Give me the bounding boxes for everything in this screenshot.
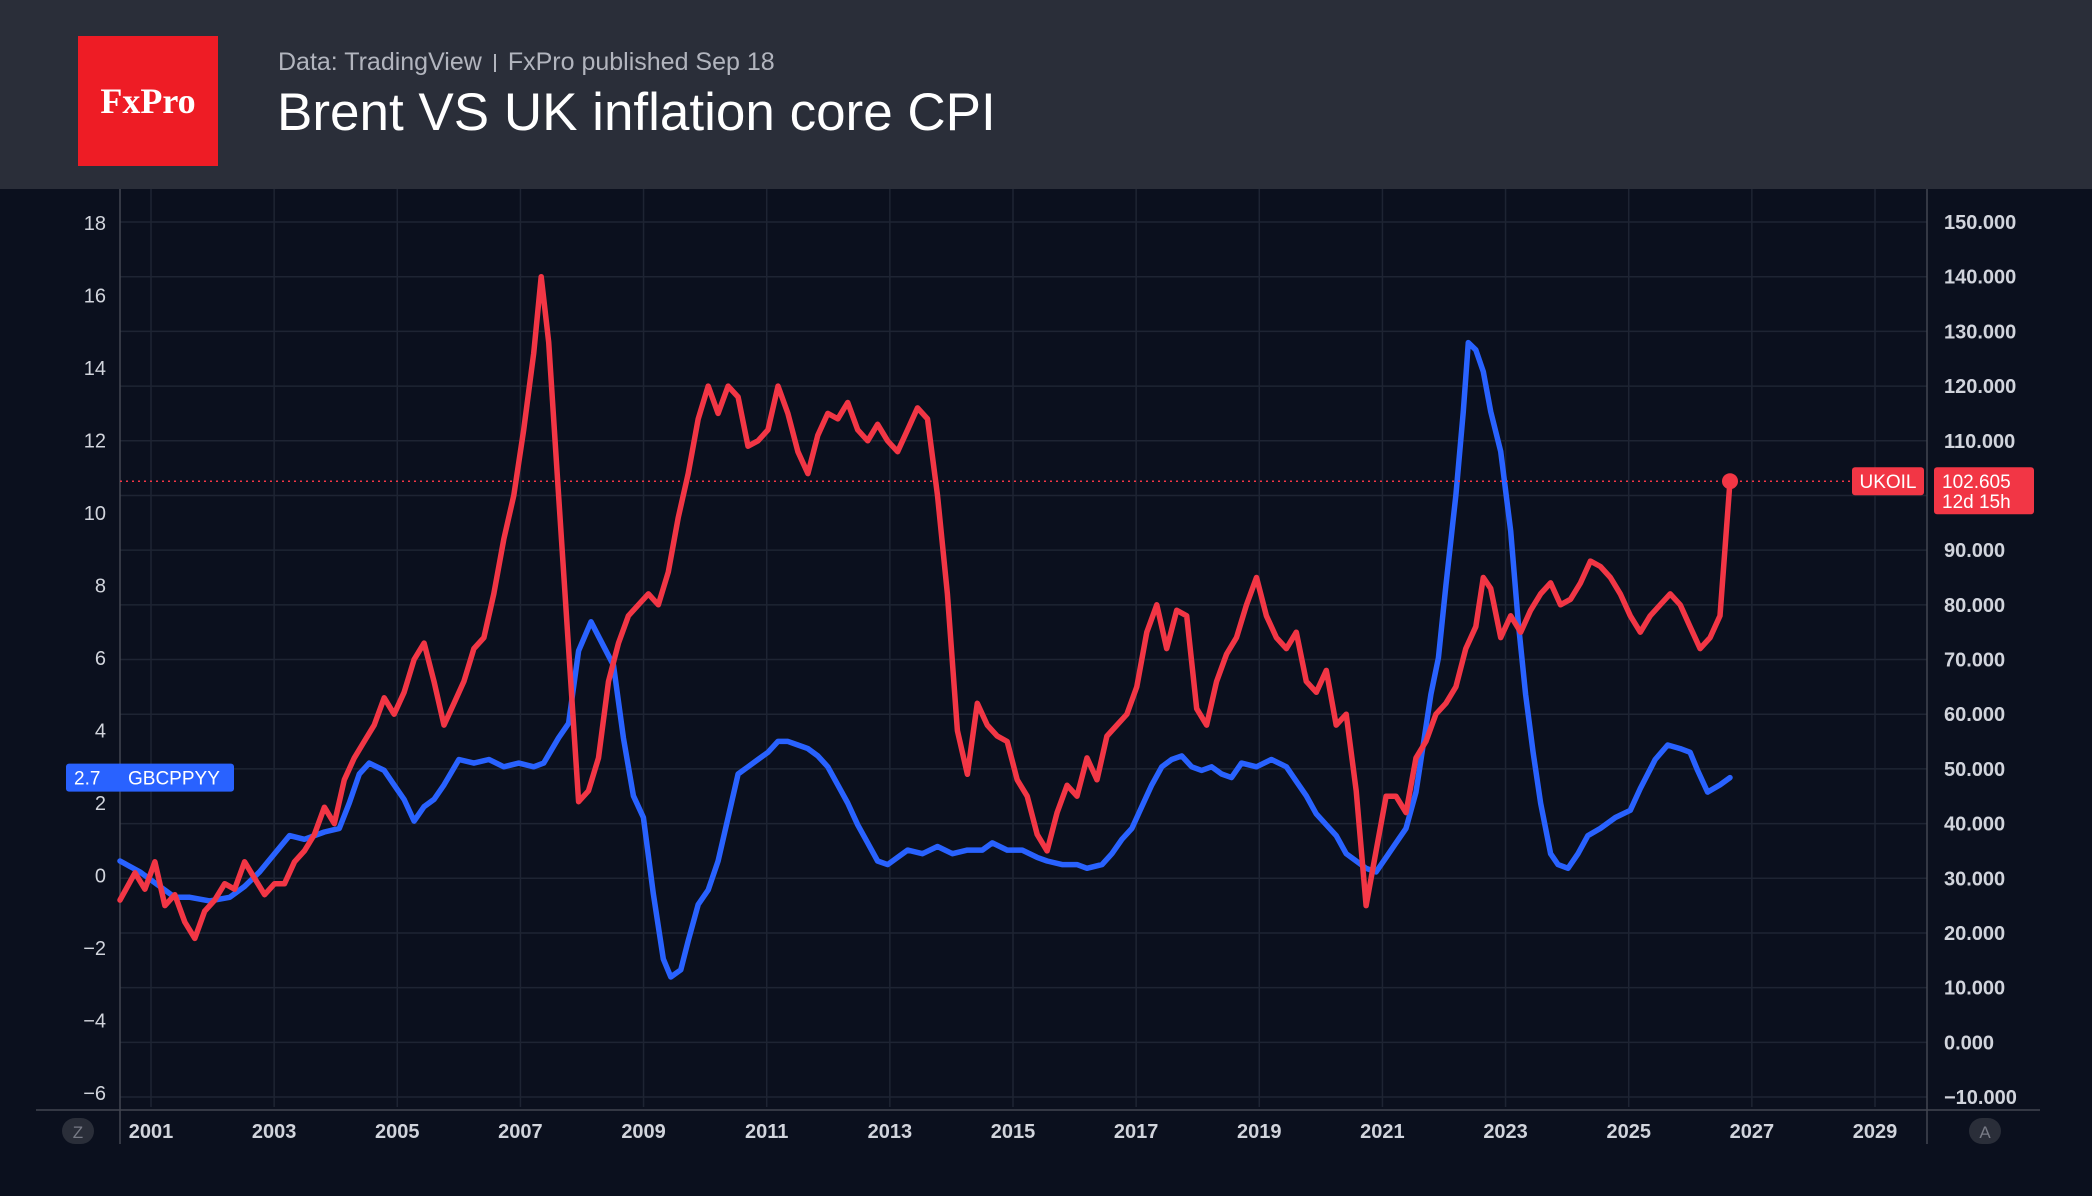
right-tick-label: 70.000 <box>1944 650 2005 672</box>
gbcppyy-name-label: GBCPPYY <box>128 769 220 790</box>
right-tick-label: 150.000 <box>1944 212 2016 234</box>
left-tick-label: −6 <box>83 1083 106 1105</box>
chart-title: Brent VS UK inflation core CPI <box>277 83 996 142</box>
x-tick-label: 2019 <box>1237 1121 1282 1143</box>
z-button-label: Z <box>73 1123 83 1142</box>
x-tick-label: 2009 <box>621 1121 666 1143</box>
left-tick-label: 12 <box>84 431 106 453</box>
ukoil-line <box>117 273 1733 942</box>
left-tick-label: 0 <box>95 866 106 888</box>
separator <box>493 53 496 72</box>
left-tick-label: 8 <box>95 576 106 598</box>
right-tick-label: 120.000 <box>1944 376 2016 398</box>
right-tick-label: 30.000 <box>1944 868 2005 890</box>
fxpro-logo: FxPro <box>78 36 218 166</box>
right-tick-label: 140.000 <box>1944 267 2016 289</box>
right-tick-label: 90.000 <box>1944 540 2005 562</box>
header-bar: FxPro Data: TradingView FxPro published … <box>0 0 2092 189</box>
left-tick-label: 16 <box>84 286 106 308</box>
gbcppyy-line <box>117 339 1733 980</box>
right-tick-label: 10.000 <box>1944 978 2005 1000</box>
published-note: FxPro published Sep 18 <box>507 48 775 76</box>
right-tick-label: −10.000 <box>1944 1087 2017 1109</box>
ukoil-countdown-label: 12d 15h <box>1942 492 2011 513</box>
x-tick-label: 2007 <box>498 1121 543 1143</box>
x-tick-label: 2015 <box>991 1121 1036 1143</box>
a-button[interactable] <box>1969 1118 2001 1144</box>
a-button-label: A <box>1979 1123 1991 1142</box>
left-tick-label: 2 <box>95 793 106 815</box>
x-tick-label: 2017 <box>1114 1121 1159 1143</box>
right-tick-label: 20.000 <box>1944 923 2005 945</box>
x-tick-label: 2025 <box>1606 1121 1651 1143</box>
x-tick-label: 2005 <box>375 1121 420 1143</box>
x-tick-label: 2003 <box>252 1121 297 1143</box>
left-tick-label: 4 <box>95 721 106 743</box>
x-tick-label: 2023 <box>1483 1121 1528 1143</box>
x-tick-label: 2021 <box>1360 1121 1405 1143</box>
data-source: Data: TradingView <box>278 48 482 76</box>
right-tick-label: 110.000 <box>1944 431 2015 453</box>
x-tick-label: 2011 <box>745 1121 788 1143</box>
right-tick-label: 50.000 <box>1944 759 2005 781</box>
left-tick-label: 10 <box>84 503 106 525</box>
left-tick-label: −4 <box>83 1011 106 1033</box>
right-tick-label: 130.000 <box>1944 321 2016 343</box>
ukoil-price-tag <box>1934 467 2034 515</box>
x-tick-label: 2013 <box>868 1121 913 1143</box>
gbcppyy-tag <box>66 763 234 792</box>
logo-text: FxPro <box>100 81 196 121</box>
ukoil-name-tag <box>1852 467 1924 496</box>
ukoil-price-label: 102.605 <box>1942 472 2011 493</box>
left-tick-label: 6 <box>95 648 106 670</box>
left-tick-label: −2 <box>83 938 106 960</box>
right-tick-label: 40.000 <box>1944 814 2005 836</box>
gbcppyy-value-label: 2.7 <box>74 769 100 790</box>
left-tick-label: 18 <box>84 213 106 235</box>
x-tick-label: 2001 <box>129 1121 174 1143</box>
right-tick-label: 80.000 <box>1944 595 2005 617</box>
source-line: Data: TradingView FxPro published Sep 18 <box>278 48 775 77</box>
x-tick-label: 2027 <box>1730 1121 1775 1143</box>
left-tick-label: 14 <box>84 358 106 380</box>
right-tick-label: 60.000 <box>1944 704 2005 726</box>
chart-canvas: 18 16 14 12 10 8 6 4 2 0 −2 −4 −6 150.000 140.000 130.0… <box>36 189 2040 1144</box>
z-button[interactable] <box>62 1118 94 1144</box>
ukoil-last-dot <box>1722 473 1738 490</box>
ukoil-name-label: UKOIL <box>1859 472 1916 493</box>
right-tick-label: 0.000 <box>1944 1032 1994 1054</box>
x-tick-label: 2029 <box>1853 1121 1898 1143</box>
